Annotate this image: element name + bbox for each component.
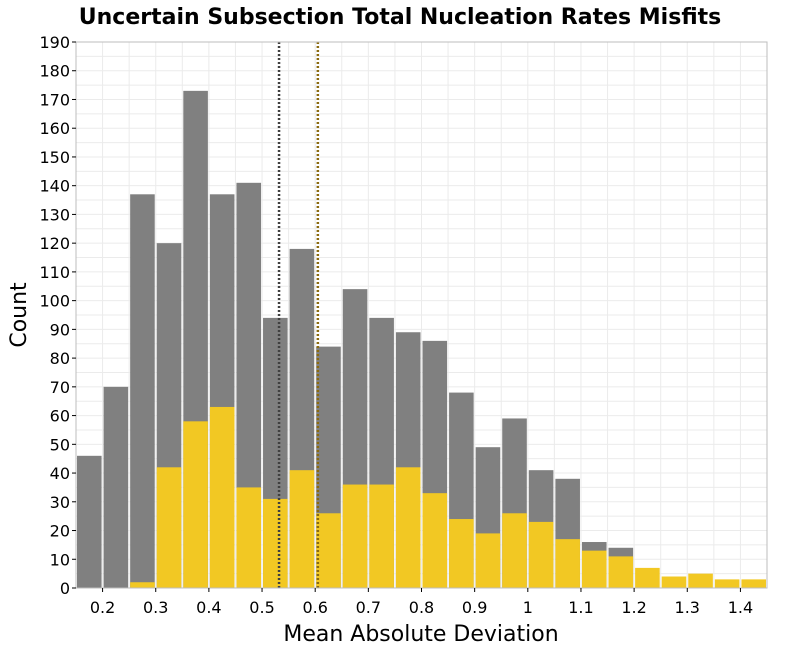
x-tick-label: 0.7 — [356, 598, 381, 617]
bar-subset — [236, 487, 262, 588]
x-tick-label: 0.4 — [196, 598, 221, 617]
y-tick-label: 160 — [39, 119, 70, 138]
bar-subset — [316, 513, 341, 588]
y-tick-label: 190 — [39, 33, 70, 52]
bar-subset — [209, 406, 235, 588]
bar-subset — [475, 533, 501, 588]
y-tick-label: 70 — [50, 378, 70, 397]
chart-title: Uncertain Subsection Total Nucleation Ra… — [79, 5, 721, 30]
bar-subset — [395, 467, 421, 588]
bar-subset — [555, 539, 580, 588]
bar-subset — [422, 493, 448, 588]
x-tick-label: 1.4 — [728, 598, 753, 617]
x-axis-ticks: 0.2 0.3 0.4 0.5 0.6 0.7 0.8 0.9 1 1.1 1.2 1.3 1.4 — [90, 588, 753, 617]
y-tick-label: 10 — [50, 550, 70, 569]
bar-subset — [688, 573, 713, 588]
bar-subset — [661, 576, 687, 588]
bar-subset — [581, 550, 607, 588]
x-tick-label: 1.3 — [675, 598, 700, 617]
y-tick-label: 20 — [50, 522, 70, 541]
x-tick-label: 1.2 — [621, 598, 646, 617]
x-tick-label: 0.2 — [90, 598, 115, 617]
bar-subset — [714, 579, 740, 588]
y-tick-label: 120 — [39, 234, 70, 253]
bar-subset — [289, 470, 315, 588]
bar-subset — [502, 513, 527, 588]
bar-subset — [183, 421, 208, 588]
y-tick-label: 40 — [50, 464, 70, 483]
y-tick-label: 140 — [39, 177, 70, 196]
x-tick-label: 1 — [523, 598, 533, 617]
y-tick-label: 130 — [39, 205, 70, 224]
y-tick-label: 150 — [39, 148, 70, 167]
bar-subset — [369, 484, 394, 588]
x-tick-label: 0.9 — [462, 598, 487, 617]
y-axis-label: Count — [7, 282, 32, 348]
y-tick-label: 50 — [50, 435, 70, 454]
y-axis-ticks: 0 10 20 30 40 50 60 70 80 90 100 110 120 130 140 150 160… — [39, 33, 76, 598]
y-tick-label: 110 — [39, 263, 70, 282]
x-tick-label: 0.8 — [409, 598, 434, 617]
y-tick-label: 0 — [60, 579, 70, 598]
bar-subset — [156, 467, 182, 588]
bar-all — [130, 194, 155, 588]
y-tick-label: 90 — [50, 320, 70, 339]
bars — [77, 90, 766, 588]
x-axis-label: Mean Absolute Deviation — [283, 622, 558, 647]
y-tick-label: 30 — [50, 493, 70, 512]
y-tick-label: 60 — [50, 407, 70, 426]
bar-subset — [635, 567, 660, 588]
bar-subset — [608, 556, 634, 588]
y-tick-label: 80 — [50, 349, 70, 368]
y-tick-label: 170 — [39, 90, 70, 109]
bar-all — [103, 386, 129, 588]
y-tick-label: 100 — [39, 292, 70, 311]
x-tick-label: 0.6 — [302, 598, 327, 617]
bar-subset — [449, 519, 474, 588]
x-tick-label: 1.1 — [568, 598, 593, 617]
bar-subset — [342, 484, 368, 588]
bar-subset — [263, 498, 288, 588]
x-tick-label: 0.3 — [143, 598, 168, 617]
reference-lines — [277, 42, 320, 588]
bar-subset — [741, 579, 766, 588]
bar-subset — [130, 582, 155, 588]
bar-all — [77, 455, 102, 588]
y-tick-label: 180 — [39, 62, 70, 81]
x-tick-label: 0.5 — [249, 598, 274, 617]
bar-subset — [528, 521, 554, 588]
